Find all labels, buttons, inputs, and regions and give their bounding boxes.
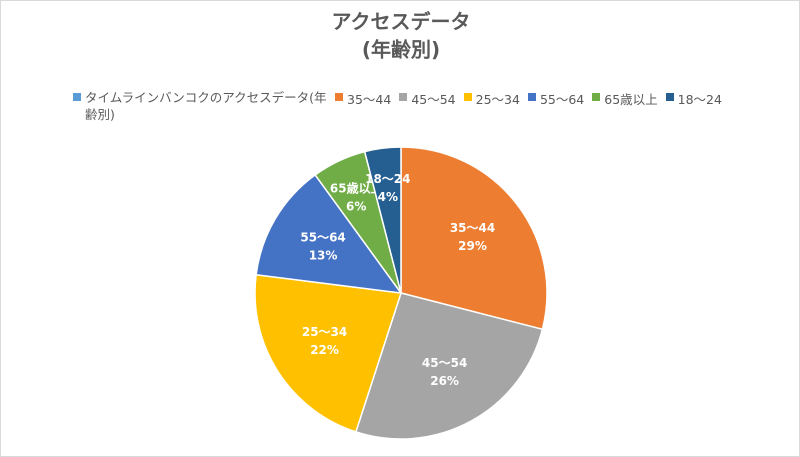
legend-label: 35〜44 xyxy=(347,92,392,107)
legend: タイムラインバンコクのアクセスデータ(年齢別) 35〜44 45〜54 25〜34 55… xyxy=(73,89,730,123)
data-label-category: 35〜44 xyxy=(450,221,495,235)
data-label-category: 18〜24 xyxy=(365,172,410,186)
data-label-category: 25〜34 xyxy=(302,325,347,339)
legend-swatch xyxy=(463,93,472,101)
legend-swatch xyxy=(527,93,536,101)
data-label-category: 45〜54 xyxy=(422,356,467,370)
chart-subtitle: (年齢別) xyxy=(362,38,440,62)
legend-item: 35〜44 xyxy=(335,89,391,108)
legend-swatch xyxy=(73,93,81,101)
pie-slice xyxy=(255,173,403,294)
legend-label: 65歳以上 xyxy=(604,92,658,107)
legend-label: 25〜34 xyxy=(475,92,520,107)
data-label-value: 4% xyxy=(378,190,398,204)
pie-slice xyxy=(400,146,548,331)
data-label-value: 22% xyxy=(310,343,339,357)
pie-slice xyxy=(254,273,402,433)
legend-swatch xyxy=(665,93,674,101)
pie-slice xyxy=(363,146,402,294)
legend-label: 45〜54 xyxy=(411,92,456,107)
legend-label: タイムラインバンコクのアクセスデータ(年齢別) xyxy=(85,90,327,122)
legend-item: 18〜24 xyxy=(665,89,722,108)
data-label-category: 55〜64 xyxy=(300,230,345,244)
data-label-value: 29% xyxy=(458,239,487,253)
legend-label: 55〜64 xyxy=(539,92,585,107)
legend-item: 45〜54 xyxy=(399,89,456,108)
data-label-category: 65歳以上 xyxy=(330,180,383,195)
data-label-value: 13% xyxy=(309,248,338,262)
legend-swatch xyxy=(399,93,408,101)
legend-swatch xyxy=(592,93,601,101)
legend-item: 65歳以上 xyxy=(592,89,658,108)
chart-title: アクセスデータ xyxy=(332,10,471,34)
legend-item: 25〜34 xyxy=(463,89,520,108)
legend-label: 18〜24 xyxy=(677,92,722,107)
pie-slice xyxy=(354,292,544,440)
legend-item: タイムラインバンコクのアクセスデータ(年齢別) xyxy=(73,89,327,123)
data-label-value: 6% xyxy=(346,199,366,213)
legend-swatch xyxy=(335,93,343,101)
data-label-value: 26% xyxy=(430,374,459,388)
legend-item: 55〜64 xyxy=(527,89,585,108)
